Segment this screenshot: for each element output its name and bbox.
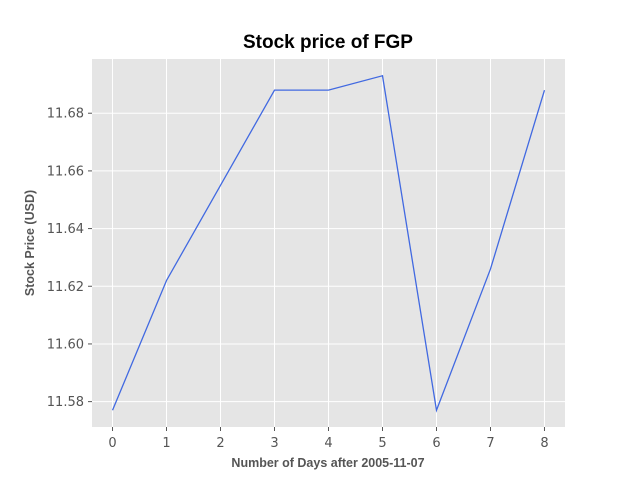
x-tick-label: 7	[486, 436, 494, 451]
data-point	[380, 73, 385, 78]
x-tick-label: 0	[108, 436, 116, 451]
x-tick-label: 4	[324, 436, 332, 451]
data-point	[218, 183, 223, 188]
x-tick-label: 5	[378, 436, 386, 451]
x-tick-label: 2	[216, 436, 224, 451]
y-tick-label: 11.60	[47, 337, 84, 352]
axis-ticks: 0 1 2 3 4 5 6 7 8 11.58 11.60 11.62 11.64 11.66 11.68	[47, 107, 549, 451]
y-tick-label: 11.62	[47, 280, 84, 295]
data-point	[542, 88, 547, 93]
data-point	[164, 278, 169, 283]
chart-title: Stock price of FGP	[243, 32, 413, 53]
y-tick-label: 11.66	[47, 164, 84, 179]
series-line	[111, 74, 546, 413]
data-point	[110, 408, 115, 413]
grid	[92, 59, 565, 427]
data-point	[272, 88, 277, 93]
y-axis-label: Stock Price (USD)	[23, 190, 37, 296]
data-point	[434, 408, 439, 413]
x-axis-label: Number of Days after 2005-11-07	[231, 456, 424, 470]
y-tick-label: 11.58	[47, 395, 84, 410]
series-layer	[110, 73, 547, 413]
x-tick-label: 1	[162, 436, 170, 451]
x-tick-label: 3	[270, 436, 278, 451]
y-tick-label: 11.68	[47, 107, 84, 122]
data-point	[326, 88, 331, 93]
x-tick-label: 8	[540, 436, 548, 451]
x-tick-label: 6	[432, 436, 440, 451]
y-tick-label: 11.64	[47, 222, 84, 237]
data-point	[488, 266, 493, 271]
